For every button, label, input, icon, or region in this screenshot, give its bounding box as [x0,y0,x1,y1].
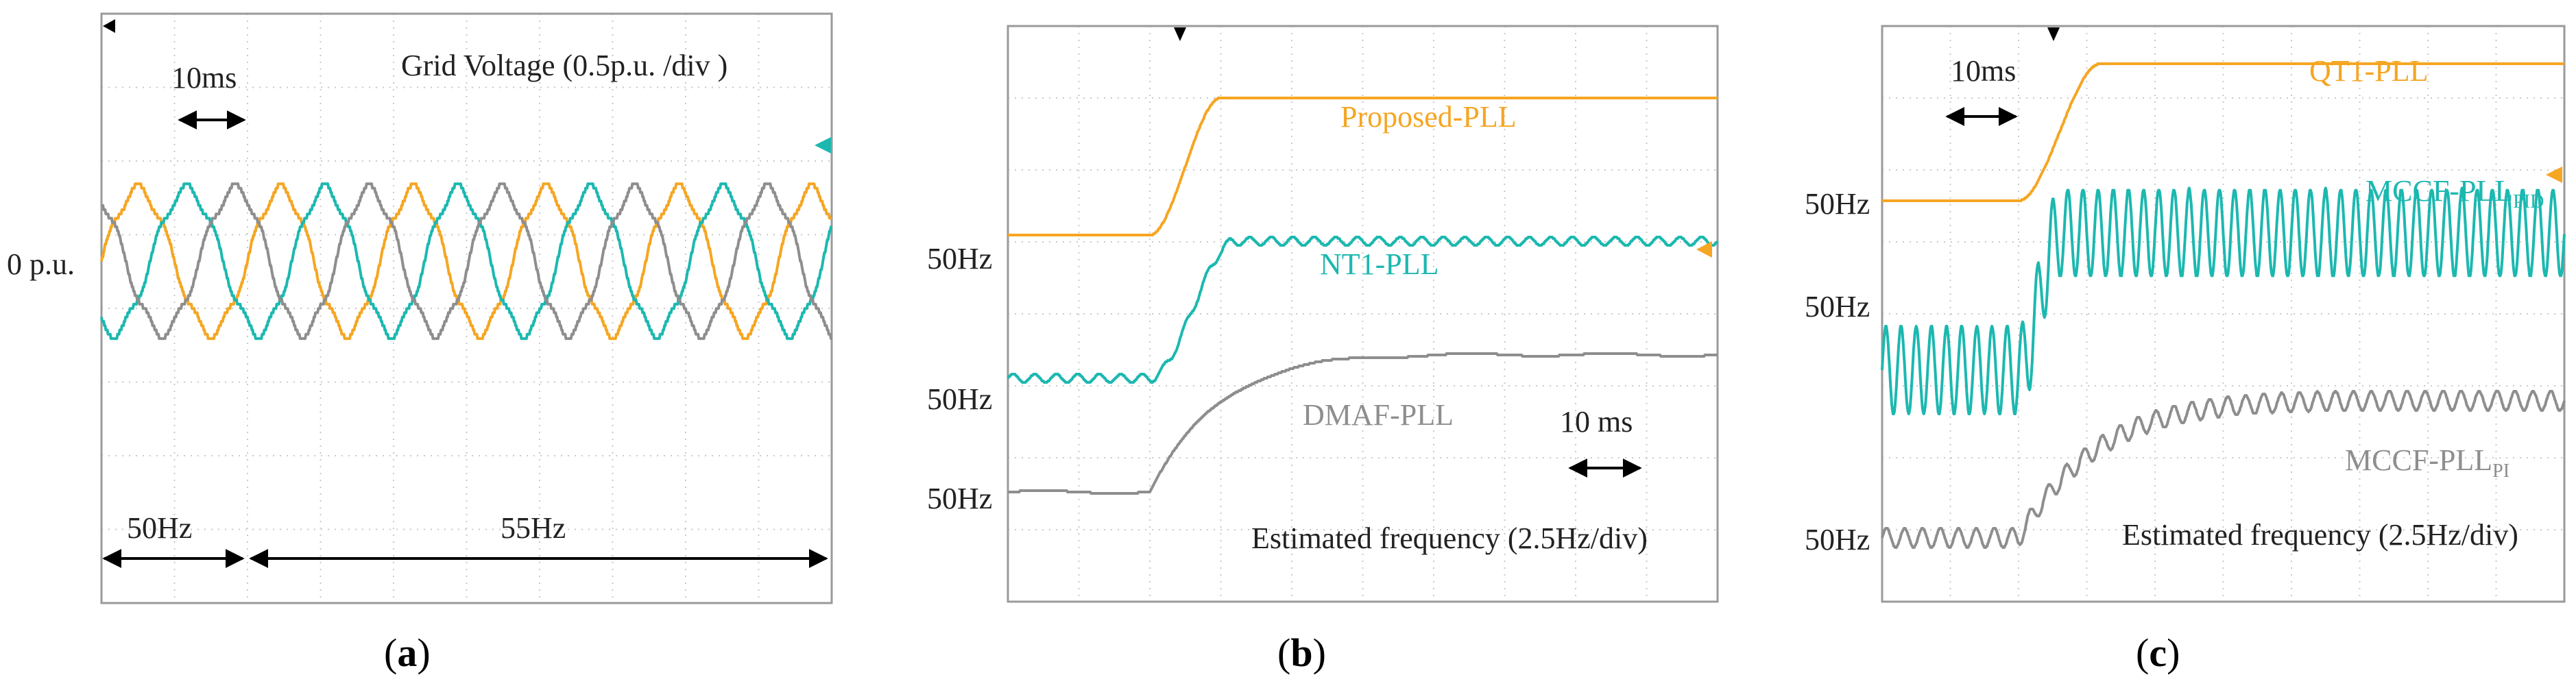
panel-a-frame [100,12,833,604]
panel-b-series-label-3: DMAF-PLL [1303,398,1454,432]
panel-b-traces [1007,97,1719,495]
panel-c-annotation: Estimated frequency (2.5Hz/div) [2122,518,2518,552]
panel-c-axis-label-3: 50Hz [1805,523,1870,556]
panel-c-trace-qt1-pll [1881,62,2565,202]
panel-a-trigger-marker [103,19,115,33]
panel-a: Grid Voltage (0.5p.u. /div ) 10ms 0 p.u.… [7,12,833,675]
panel-b-trace-proposed-pll [1007,97,1718,236]
panel-a-title: Grid Voltage (0.5p.u. /div ) [401,49,727,82]
panel-c-trace-mccf-pll-pi [1881,390,2566,549]
panel-b-axis-label-3: 50Hz [927,482,992,515]
panel-a-trace-phase-b [100,182,832,341]
panel-c-series-label-2: MCCF-PLLPID [2366,174,2544,212]
panel-b: 50Hz 50Hz 50Hz Proposed-PLL NT1-PLL DMAF… [927,25,1719,675]
panel-b-grid [1008,26,1718,602]
panel-b-channel-marker [1696,241,1712,258]
panel-a-segment-1-label: 50Hz [127,511,192,545]
panel-a-time-marker-label: 10ms [171,61,237,95]
panel-c-trace-mccf-pll-pid [1881,186,2566,415]
panel-a-ylabel: 0 p.u. [7,247,75,281]
panel-a-traces [100,182,832,341]
panel-c-channel-marker [2546,167,2562,183]
panel-b-series-label-1: Proposed-PLL [1340,100,1517,134]
panel-c-time-marker-label: 10ms [1951,54,2016,88]
panel-b-time-marker-label: 10 ms [1560,405,1633,439]
panel-b-series-label-2: NT1-PLL [1320,247,1439,281]
panel-c-caption: (c) [2136,630,2180,675]
panel-b-axis-label-1: 50Hz [927,242,992,275]
panel-c-traces [1881,62,2566,549]
panel-b-trace-nt1-pll [1007,236,1719,384]
panel-c: 10ms 50Hz 50Hz 50Hz QT1-PLL MCCF-PLLPID … [1805,25,2566,675]
panel-c-grid [1882,26,2564,602]
panel-c-series-label-3: MCCF-PLLPI [2345,443,2509,482]
panel-b-trace-dmaf-pll [1007,352,1718,495]
panel-a-grid [101,14,832,603]
panel-c-series-label-1: QT1-PLL [2309,54,2429,88]
panel-b-axis-label-2: 50Hz [927,382,992,416]
panel-a-trace-phase-c [101,182,832,341]
panel-a-segment-2-label: 55Hz [501,511,566,545]
panel-c-frame [1881,25,2566,603]
panel-a-trace-phase-a [100,182,832,341]
panel-c-axis-label-1: 50Hz [1805,187,1870,221]
panel-c-trigger-marker [2047,27,2060,41]
panel-a-caption: (a) [384,630,431,675]
panel-b-frame [1007,25,1719,603]
panel-a-channel-marker [815,137,831,153]
panel-c-axis-label-2: 50Hz [1805,290,1870,323]
panel-b-caption: (b) [1277,630,1326,675]
panel-b-annotation: Estimated frequency (2.5Hz/div) [1251,521,1648,555]
panel-b-trigger-marker [1174,27,1186,41]
